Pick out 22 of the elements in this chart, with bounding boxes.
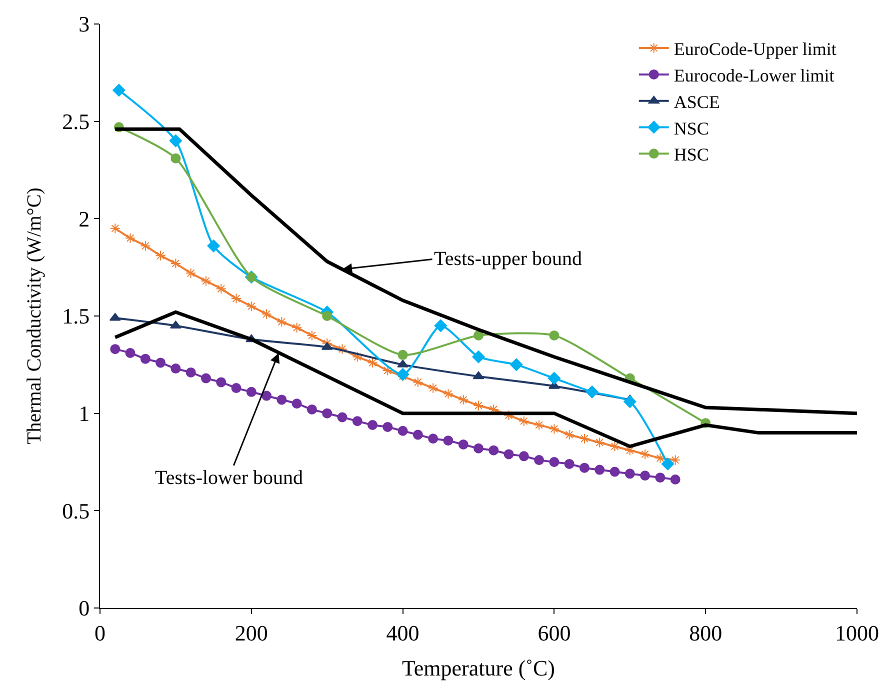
y-tick-label: 2.5 [62, 109, 90, 134]
x-tick-label: 400 [386, 620, 420, 646]
legend-label: HSC [674, 144, 709, 165]
y-tick-label: 1.5 [62, 304, 90, 329]
annotation: Tests-upper bound [434, 248, 582, 270]
legend-label: NSC [674, 118, 709, 138]
legend-label: Eurocode-Lower limit [674, 65, 834, 86]
y-tick-label: 2 [78, 206, 90, 232]
x-tick-label: 1000 [835, 620, 879, 646]
y-tick-label: 0.5 [62, 498, 90, 524]
x-tick-label: 600 [538, 620, 571, 646]
y-tick-label: 3 [78, 12, 90, 37]
legend-label: EuroCode-Upper limit [674, 39, 836, 60]
y-axis-title: Thermal Conductivity (W/m°C) [24, 188, 46, 444]
x-axis-title: Temperature (˚C) [402, 655, 555, 680]
x-tick-label: 0 [94, 620, 106, 646]
y-tick-label: 1 [78, 401, 90, 426]
legend-label: ASCE [674, 92, 720, 112]
y-tick-label: 0 [78, 596, 90, 621]
annotation: Tests-lower bound [155, 467, 304, 489]
x-tick-label: 800 [689, 620, 722, 646]
x-tick-label: 200 [234, 620, 268, 646]
